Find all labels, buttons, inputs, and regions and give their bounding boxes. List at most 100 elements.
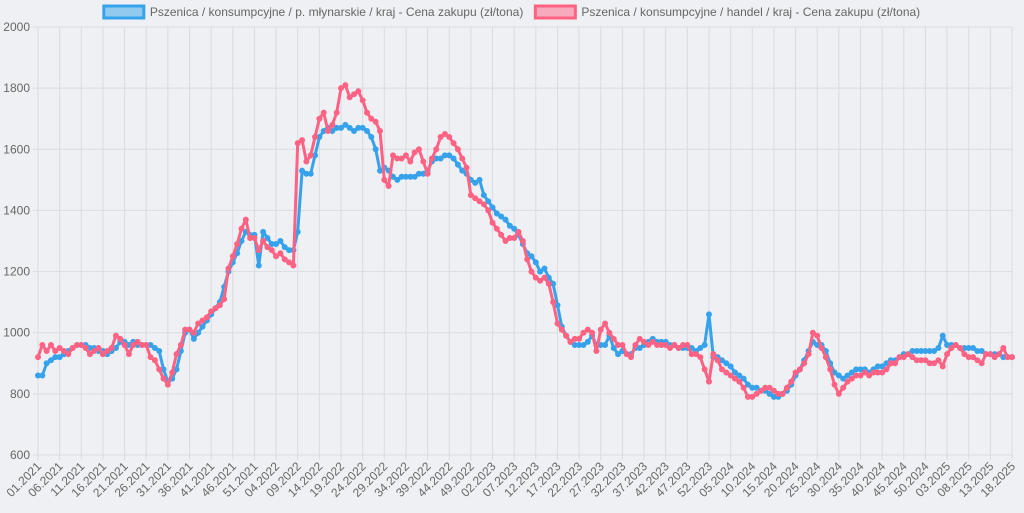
data-point (65, 351, 72, 358)
data-point (662, 341, 669, 348)
y-tick-label: 1000 (3, 326, 30, 340)
data-point (848, 369, 855, 376)
data-point (922, 357, 929, 364)
data-point (861, 369, 868, 376)
data-point (701, 366, 708, 373)
data-point (203, 314, 210, 321)
data-point (632, 341, 639, 348)
data-point (779, 390, 786, 397)
data-point (143, 341, 150, 348)
data-point (584, 338, 591, 345)
data-point (952, 341, 959, 348)
data-point (970, 354, 977, 361)
y-tick-label: 1200 (3, 265, 30, 279)
data-point (723, 360, 730, 367)
data-point (385, 182, 392, 189)
data-point (199, 317, 206, 324)
data-point (177, 341, 184, 348)
data-point (749, 393, 756, 400)
legend-item: Pszenica / konsumpcyjne / handel / kraj … (533, 4, 920, 20)
data-point (329, 121, 336, 128)
data-point (580, 341, 587, 348)
data-point (156, 348, 163, 355)
data-point (407, 158, 414, 165)
data-point (498, 213, 505, 220)
data-point (424, 170, 431, 177)
data-point (307, 152, 314, 159)
data-point (792, 369, 799, 376)
data-point (130, 341, 137, 348)
data-point (783, 384, 790, 391)
data-point (476, 198, 483, 205)
data-point (809, 329, 816, 336)
data-point (195, 320, 202, 327)
data-point (935, 345, 942, 351)
data-point (528, 253, 535, 260)
data-point (281, 256, 288, 263)
data-point (186, 326, 193, 333)
data-point (970, 345, 977, 351)
data-point (95, 345, 102, 351)
data-point (697, 345, 704, 351)
data-point (134, 338, 141, 345)
data-point (485, 198, 492, 205)
data-point (905, 351, 912, 358)
data-point (307, 170, 314, 177)
data-point (835, 390, 842, 397)
data-point (125, 351, 132, 358)
data-point (537, 277, 544, 284)
data-point (255, 247, 262, 254)
data-point (480, 201, 487, 208)
data-point (394, 176, 401, 183)
data-point (727, 363, 734, 370)
data-point (814, 332, 821, 339)
data-point (312, 134, 319, 141)
data-point (645, 341, 652, 348)
legend-label: Pszenica / konsumpcyjne / handel / kraj … (581, 5, 920, 19)
data-point (987, 351, 994, 358)
data-point (273, 253, 280, 260)
data-point (411, 149, 418, 156)
data-point (736, 372, 743, 379)
data-point (299, 137, 306, 144)
data-point (82, 345, 89, 351)
data-point (883, 366, 890, 373)
data-point (935, 357, 942, 364)
data-point (294, 140, 301, 147)
data-point (121, 341, 128, 348)
data-point (43, 360, 50, 367)
data-point (944, 351, 951, 358)
data-point (320, 109, 327, 116)
data-point (112, 332, 119, 339)
data-point (1000, 345, 1007, 351)
data-point (260, 228, 267, 235)
data-point (420, 158, 427, 165)
data-point (60, 348, 67, 355)
data-point (346, 124, 353, 131)
data-point (511, 234, 518, 241)
data-point (363, 109, 370, 116)
data-point (671, 341, 678, 348)
data-point (974, 357, 981, 364)
data-point (550, 299, 557, 306)
data-point (476, 176, 483, 183)
data-point (593, 348, 600, 355)
data-point (831, 381, 838, 388)
data-point (766, 390, 773, 397)
data-point (493, 210, 500, 217)
data-point (744, 381, 751, 388)
data-point (368, 115, 375, 122)
data-point (485, 207, 492, 214)
data-point (805, 351, 812, 358)
data-point (433, 146, 440, 153)
data-point (602, 341, 609, 348)
data-point (104, 348, 111, 355)
data-point (454, 146, 461, 153)
data-point (615, 351, 622, 358)
data-point (437, 134, 444, 141)
data-point (541, 274, 548, 281)
data-point (511, 225, 518, 232)
data-point (156, 366, 163, 373)
